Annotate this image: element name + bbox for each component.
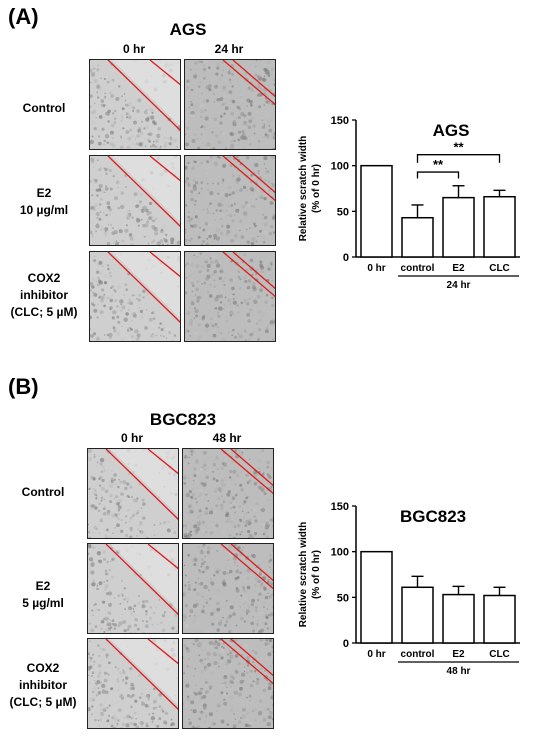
panel-b-row-control-label: Control	[21, 485, 65, 499]
micrograph-bgc823-clc-0hr	[87, 638, 179, 729]
y-tick-label: 100	[331, 161, 349, 173]
y-tick-label: 50	[337, 206, 349, 218]
y-axis-label-line: Relative scratch width	[298, 522, 309, 628]
micrograph-bgc823-clc-48hr	[182, 638, 274, 729]
panel-b-col-48hr: 48 hr	[212, 431, 242, 445]
bar-E2	[442, 593, 475, 644]
bar-0-hr	[360, 550, 393, 644]
chart-ags-scratch-width: Relative scratch width (% of 0 hr) 0 50 100 1…	[298, 115, 520, 291]
panel-a-label: (A)	[8, 4, 39, 29]
chart-title: BGC823	[400, 507, 466, 526]
x-tick-label: control	[401, 649, 435, 660]
micrograph-ags-clc-24hr	[184, 251, 276, 342]
bar-0-hr	[360, 164, 393, 258]
micrograph-ags-e2-24hr	[184, 155, 276, 246]
chart-bgc823-scratch-width: Relative scratch width (% of 0 hr) 0 50 100 1…	[298, 501, 520, 677]
panel-b-label: (B)	[8, 374, 39, 399]
panel-a-col-0hr: 0 hr	[122, 42, 145, 56]
micrograph-ags-control-24hr	[184, 59, 276, 150]
micrograph-bgc823-control-48hr	[182, 448, 274, 539]
y-tick-label: 100	[331, 547, 349, 559]
y-axis-label: Relative scratch width (% of 0 hr)	[298, 136, 322, 242]
panel-b-row-cox2-label: COX2 inhibitor (CLC; 5 µM)	[9, 661, 77, 709]
x-tick-label: 0 hr	[367, 263, 385, 274]
panel-b-cell-line-title: BGC823	[149, 410, 217, 429]
micrograph-bgc823-control-0hr	[87, 448, 179, 539]
y-tick-label: 0	[343, 252, 349, 264]
panel-b-row-e2-label: E2 5 µg/ml	[22, 579, 64, 610]
panel-b-col-0hr: 0 hr	[120, 431, 143, 445]
x-tick-label: 0 hr	[367, 649, 385, 660]
y-axis-label-line: (% of 0 hr)	[311, 164, 322, 213]
bar-control	[401, 216, 434, 258]
panel-a-row-cox2-label: COX2 inhibitor (CLC; 5 µM)	[10, 271, 78, 319]
bar-CLC	[483, 594, 516, 644]
x-tick-label: CLC	[489, 649, 510, 660]
y-tick-label: 150	[331, 501, 349, 513]
significance-bracket	[416, 154, 501, 163]
panel-a-row-e2-label: E2 10 µg/ml	[19, 186, 69, 217]
significance-label: **	[433, 157, 444, 172]
bar-control	[401, 586, 434, 644]
significance-bracket	[416, 171, 460, 179]
y-axis-label-line: Relative scratch width	[298, 136, 309, 242]
micrograph-ags-clc-0hr	[89, 251, 181, 342]
micrograph-bgc823-e2-0hr	[87, 543, 179, 634]
micrograph-ags-control-0hr	[89, 59, 181, 150]
significance-label: **	[453, 140, 464, 155]
panel-a-col-24hr: 24 hr	[214, 42, 244, 56]
panel-a-cell-line-title: AGS	[169, 20, 207, 39]
micrograph-bgc823-e2-48hr	[182, 543, 274, 634]
panel-a-row-control-label: Control	[22, 101, 66, 115]
y-axis-label: Relative scratch width (% of 0 hr)	[298, 522, 322, 628]
micrograph-ags-e2-0hr	[89, 155, 181, 246]
group-label: 24 hr	[447, 280, 471, 291]
y-axis-label-line: (% of 0 hr)	[311, 550, 322, 599]
group-label: 48 hr	[447, 666, 471, 677]
x-tick-label: E2	[452, 649, 465, 660]
x-tick-label: E2	[452, 263, 465, 274]
x-tick-label: control	[401, 263, 435, 274]
x-tick-label: CLC	[489, 263, 510, 274]
y-tick-label: 50	[337, 592, 349, 604]
bar-E2	[442, 196, 475, 258]
chart-title: AGS	[433, 121, 470, 140]
y-tick-label: 0	[343, 638, 349, 650]
y-tick-label: 150	[331, 115, 349, 127]
bar-CLC	[483, 195, 516, 258]
